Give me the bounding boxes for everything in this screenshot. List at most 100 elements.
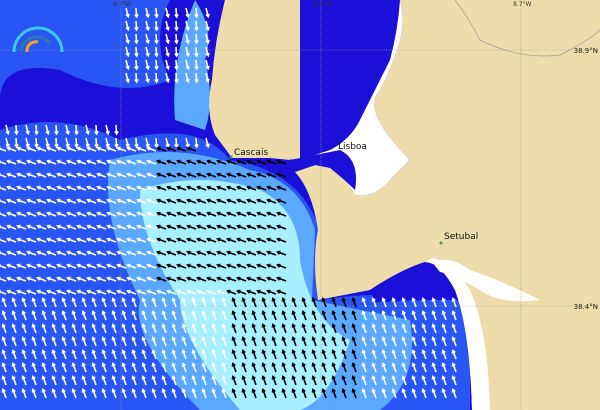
direction-arrow-icon — [54, 124, 59, 136]
direction-arrow-icon — [61, 336, 67, 347]
direction-arrow-icon — [391, 349, 397, 360]
direction-arrow-icon — [331, 388, 337, 399]
direction-arrow-icon — [0, 159, 7, 165]
direction-arrow-icon — [136, 263, 147, 269]
direction-arrow-icon — [291, 297, 297, 308]
direction-arrow-icon — [196, 159, 207, 165]
direction-arrow-icon — [1, 388, 7, 399]
direction-arrow-icon — [91, 336, 97, 347]
direction-arrow-icon — [145, 137, 150, 149]
direction-arrow-icon — [1, 349, 7, 360]
direction-arrow-icon — [266, 185, 277, 191]
direction-arrow-icon — [161, 310, 167, 321]
direction-arrow-icon — [36, 211, 47, 217]
direction-arrow-icon — [401, 349, 407, 360]
direction-arrow-icon — [36, 172, 47, 178]
direction-arrow-icon — [206, 211, 217, 217]
direction-arrow-icon — [116, 237, 127, 243]
direction-arrow-icon — [151, 336, 157, 347]
direction-arrow-icon — [165, 137, 170, 149]
direction-arrow-icon — [66, 198, 77, 204]
direction-arrow-icon — [246, 172, 257, 178]
direction-arrow-icon — [411, 375, 417, 386]
direction-arrow-icon — [56, 289, 67, 295]
direction-arrow-icon — [431, 336, 437, 347]
direction-arrow-icon — [421, 310, 427, 321]
direction-arrow-icon — [134, 137, 139, 149]
direction-arrow-icon — [46, 159, 57, 165]
direction-arrow-icon — [25, 124, 30, 136]
direction-arrow-icon — [94, 137, 99, 149]
direction-arrow-icon — [145, 20, 150, 32]
direction-arrow-icon — [236, 159, 247, 165]
direction-arrow-icon — [91, 310, 97, 321]
direction-arrow-icon — [236, 185, 247, 191]
direction-arrow-icon — [176, 276, 187, 282]
direction-arrow-icon — [231, 297, 237, 308]
direction-arrow-icon — [266, 263, 277, 269]
direction-arrow-icon — [71, 297, 77, 308]
direction-arrow-icon — [106, 263, 117, 269]
direction-arrow-icon — [301, 375, 307, 386]
direction-arrow-icon — [176, 224, 187, 230]
direction-arrow-icon — [154, 7, 159, 19]
direction-arrow-icon — [291, 310, 297, 321]
direction-arrow-icon — [21, 310, 27, 321]
direction-arrow-icon — [166, 146, 177, 152]
direction-arrow-icon — [451, 388, 457, 399]
direction-arrow-icon — [46, 172, 57, 178]
direction-arrow-icon — [216, 172, 227, 178]
direction-arrow-icon — [251, 323, 257, 334]
direction-arrow-icon — [185, 7, 190, 19]
direction-arrow-icon — [151, 323, 157, 334]
direction-arrow-icon — [66, 289, 77, 295]
direction-arrow-icon — [0, 172, 7, 178]
direction-arrow-icon — [101, 388, 107, 399]
direction-arrow-icon — [116, 185, 127, 191]
direction-arrow-icon — [121, 336, 127, 347]
direction-arrow-icon — [94, 124, 99, 136]
direction-arrow-icon — [151, 297, 157, 308]
direction-arrow-icon — [231, 362, 237, 373]
direction-arrow-icon — [51, 310, 57, 321]
direction-arrow-icon — [401, 336, 407, 347]
direction-arrow-icon — [125, 33, 130, 45]
direction-arrow-icon — [311, 336, 317, 347]
direction-arrow-icon — [86, 250, 97, 256]
direction-arrow-icon — [96, 237, 107, 243]
direction-arrow-icon — [171, 297, 177, 308]
direction-arrow-icon — [246, 250, 257, 256]
direction-arrow-icon — [176, 289, 187, 295]
direction-arrow-icon — [6, 146, 17, 152]
direction-arrow-icon — [291, 388, 297, 399]
direction-arrow-icon — [186, 146, 197, 152]
direction-arrow-icon — [25, 137, 30, 149]
direction-arrow-icon — [256, 211, 267, 217]
direction-arrow-icon — [276, 237, 287, 243]
direction-arrow-icon — [121, 362, 127, 373]
direction-arrow-icon — [126, 276, 137, 282]
direction-arrow-icon — [116, 198, 127, 204]
direction-arrow-icon — [451, 349, 457, 360]
direction-arrow-icon — [154, 72, 159, 84]
direction-arrow-icon — [156, 276, 167, 282]
direction-arrow-icon — [441, 375, 447, 386]
direction-arrow-icon — [81, 336, 87, 347]
direction-arrow-icon — [105, 124, 110, 136]
direction-arrow-icon — [136, 289, 147, 295]
direction-arrow-icon — [96, 276, 107, 282]
direction-arrow-icon — [441, 388, 447, 399]
direction-arrow-icon — [136, 198, 147, 204]
direction-arrow-icon — [321, 349, 327, 360]
direction-arrow-icon — [126, 263, 137, 269]
direction-arrow-icon — [251, 336, 257, 347]
direction-arrow-icon — [221, 375, 227, 386]
direction-arrow-icon — [71, 349, 77, 360]
direction-arrow-icon — [41, 336, 47, 347]
direction-arrow-icon — [185, 46, 190, 58]
direction-arrow-icon — [361, 310, 367, 321]
direction-arrow-icon — [76, 146, 87, 152]
direction-arrow-icon — [321, 310, 327, 321]
direction-arrow-icon — [261, 349, 267, 360]
